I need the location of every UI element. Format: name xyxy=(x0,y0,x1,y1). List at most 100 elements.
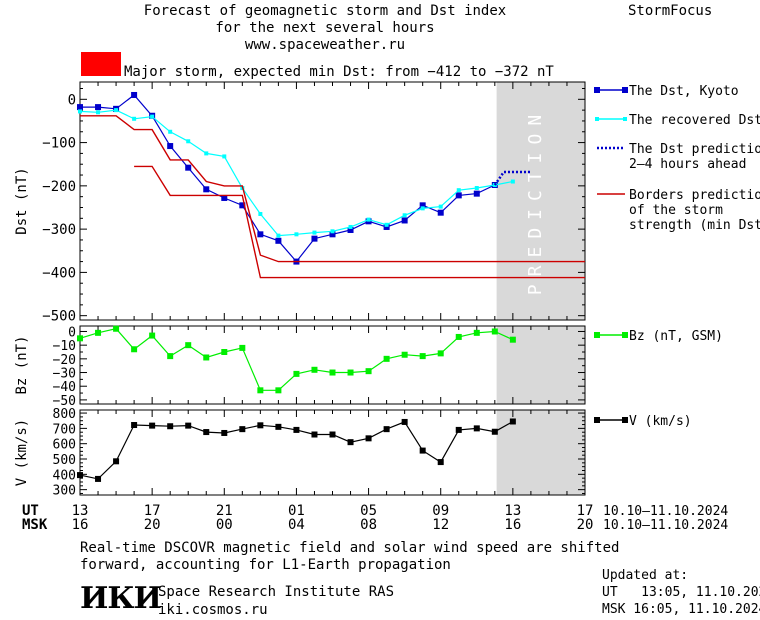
updated-label: Updated at: xyxy=(602,568,689,583)
alert-text: Major storm, expected min Dst: from −412… xyxy=(124,64,554,80)
x-tick-label-ut: 21 xyxy=(216,503,233,519)
x-tick-label-msk: 20 xyxy=(144,517,161,533)
bz-y-tick-label: −30 xyxy=(53,367,76,382)
v-data-point xyxy=(491,428,498,435)
legend-marker xyxy=(594,87,600,93)
v-y-tick-label: 300 xyxy=(53,484,76,499)
legend-marker xyxy=(623,117,627,121)
legend-marker xyxy=(595,117,599,121)
bz-data-point xyxy=(491,328,498,335)
bz-data-point xyxy=(95,329,102,336)
dst-data-point xyxy=(275,237,282,244)
v-data-point xyxy=(293,426,300,433)
legend-marker xyxy=(622,417,628,423)
legend-label: The Dst, Kyoto xyxy=(629,84,739,99)
bz-data-point xyxy=(131,346,138,353)
legend-marker xyxy=(594,417,600,423)
dst-data-point xyxy=(348,224,353,229)
v-data-point xyxy=(257,422,264,429)
bz-data-point xyxy=(347,369,354,376)
x-tick-label-msk: 16 xyxy=(72,517,89,533)
dst-data-point xyxy=(258,211,263,216)
dst-data-point xyxy=(510,179,515,184)
updated-ut: UT 13:05, 11.10.2024 xyxy=(602,585,760,600)
bz-data-point xyxy=(149,332,156,339)
dst-data-point xyxy=(167,143,174,150)
dst-prediction-zone xyxy=(496,82,585,320)
bz-data-point xyxy=(401,351,408,358)
bz-data-point xyxy=(257,387,264,394)
legend-label: Bz (nT, GSM) xyxy=(629,329,723,344)
dst-data-point xyxy=(366,217,371,222)
dst-y-tick-label: −400 xyxy=(42,265,76,281)
x-axis-msk-label: MSK xyxy=(22,517,48,533)
dst-data-point xyxy=(456,188,461,193)
x-tick-label-msk: 00 xyxy=(216,517,233,533)
dst-data-point xyxy=(384,222,389,227)
bz-data-point xyxy=(275,387,282,394)
dst-data-point xyxy=(77,104,83,111)
dst-y-tick-label: −200 xyxy=(42,179,76,195)
legend-label: The Dst prediction xyxy=(629,142,760,157)
v-data-point xyxy=(275,423,282,430)
legend-marker xyxy=(622,87,628,93)
dst-data-point xyxy=(455,192,462,199)
x-tick-label-ut: 09 xyxy=(432,503,449,519)
v-y-tick-label: 500 xyxy=(53,453,76,468)
x-tick-label-msk: 20 xyxy=(577,517,594,533)
dst-data-point xyxy=(222,154,227,159)
legend-label: Borders prediction xyxy=(629,188,760,203)
dst-data-point xyxy=(185,164,192,171)
bz-data-point xyxy=(167,353,174,360)
x-axis-ut-label: UT xyxy=(22,503,39,519)
v-data-point xyxy=(401,418,408,425)
chart-title-line2: for the next several hours xyxy=(215,20,435,36)
dst-data-point xyxy=(311,235,318,242)
dst-data-point xyxy=(132,116,137,121)
x-tick-label-msk: 16 xyxy=(504,517,521,533)
prediction-zone-layer: PREDICTION xyxy=(496,82,585,495)
v-data-point xyxy=(239,426,246,433)
dst-y-tick-label: −500 xyxy=(42,309,76,325)
dst-y-tick-label: −300 xyxy=(42,222,76,238)
footer-note-line2: forward, accounting for L1-Earth propaga… xyxy=(80,557,451,573)
v-y-tick-label: 700 xyxy=(53,422,76,437)
legend-marker xyxy=(594,332,600,338)
v-data-point xyxy=(419,447,426,454)
bz-data-point xyxy=(329,369,336,376)
dst-data-point xyxy=(419,202,426,209)
chart-title-line1: Forecast of geomagnetic storm and Dst in… xyxy=(143,3,507,19)
v-data-point xyxy=(167,423,174,430)
website-label: www.spaceweather.ru xyxy=(244,37,406,53)
bz-y-axis-label: Bz (nT) xyxy=(14,335,30,394)
iki-logo: ИКИ xyxy=(80,581,162,616)
legend-layer: The Dst, Kyoto The recovered Dst The Dst p… xyxy=(594,84,760,429)
x-tick-label-msk: 12 xyxy=(432,517,449,533)
v-data-point xyxy=(347,439,354,446)
v-data-point xyxy=(311,431,318,438)
bz-y-tick-label: −10 xyxy=(53,339,76,354)
dst-data-point xyxy=(294,232,299,237)
v-data-point xyxy=(149,422,156,429)
v-data-point xyxy=(185,422,192,429)
legend-label: 2–4 hours ahead xyxy=(629,157,746,172)
v-data-point xyxy=(203,429,210,436)
dst-series-line xyxy=(493,170,531,186)
dst-data-point xyxy=(95,104,102,111)
dst-y-tick-label: −100 xyxy=(42,136,76,152)
dst-data-point xyxy=(204,151,209,156)
v-data-point xyxy=(437,459,444,466)
bz-y-tick-label: −50 xyxy=(53,394,76,409)
dst-series-line xyxy=(80,94,496,263)
dst-y-axis-label: Dst (nT) xyxy=(14,167,30,234)
v-data-point xyxy=(95,475,102,482)
dst-data-point xyxy=(203,186,210,193)
v-data-point xyxy=(221,429,228,436)
legend-label: strength (min Dst) xyxy=(629,218,760,233)
dst-series-line xyxy=(80,115,585,263)
dst-data-point xyxy=(221,194,228,201)
x-tick-label-ut: 17 xyxy=(144,503,161,519)
